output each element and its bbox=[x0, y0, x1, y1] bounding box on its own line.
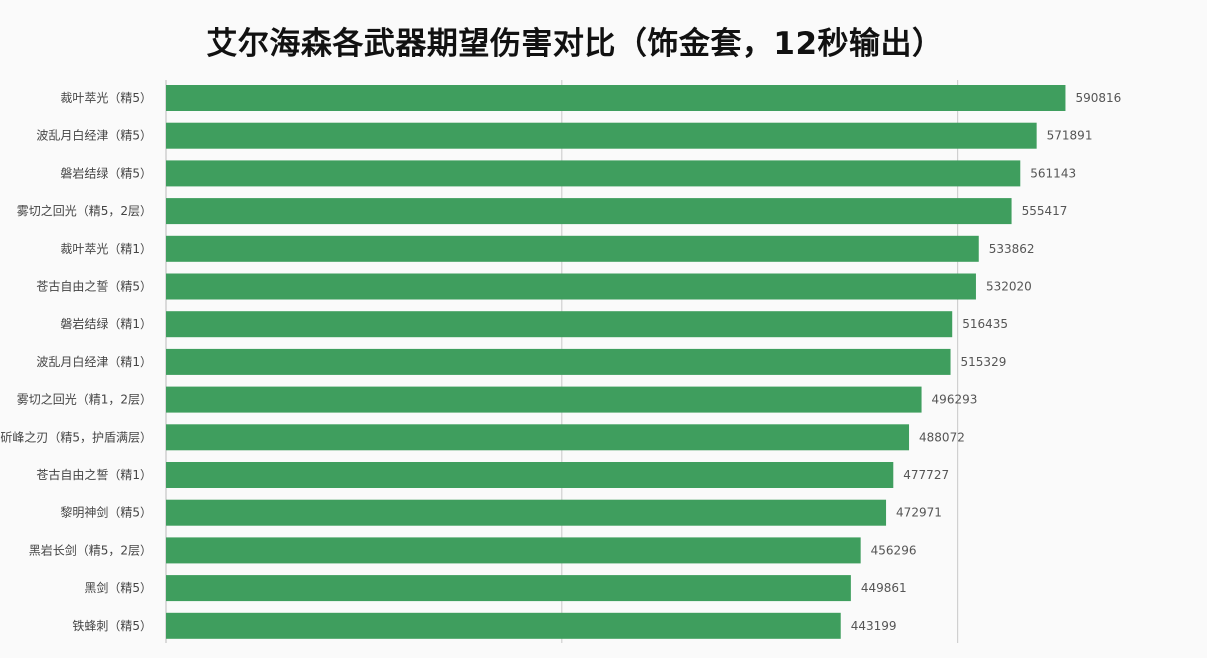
category-label: 黎明神剑（精5） bbox=[60, 505, 152, 520]
bar bbox=[166, 160, 1021, 187]
bar bbox=[166, 235, 979, 262]
value-label: 515329 bbox=[961, 355, 1007, 369]
value-label: 532020 bbox=[986, 280, 1032, 294]
bar bbox=[166, 575, 851, 602]
value-label: 472971 bbox=[896, 506, 942, 520]
bar bbox=[166, 273, 976, 300]
bar bbox=[166, 424, 910, 451]
value-label: 561143 bbox=[1030, 166, 1076, 180]
value-label: 571891 bbox=[1047, 129, 1093, 143]
value-label: 533862 bbox=[989, 242, 1035, 256]
value-label: 456296 bbox=[871, 543, 917, 557]
bar bbox=[166, 122, 1037, 149]
category-label: 裁叶萃光（精5） bbox=[60, 91, 152, 105]
bar bbox=[166, 537, 861, 564]
bar bbox=[166, 386, 922, 413]
value-label: 516435 bbox=[962, 317, 1008, 331]
bars bbox=[166, 85, 1066, 639]
category-label: 波乱月白经津（精5） bbox=[36, 128, 152, 143]
value-label: 555417 bbox=[1022, 204, 1068, 218]
value-label: 477727 bbox=[903, 468, 949, 482]
chart-title: 艾尔海森各武器期望伤害对比（饰金套，12秒输出） bbox=[206, 26, 944, 62]
value-label: 488072 bbox=[919, 430, 965, 444]
category-label: 苍古自由之誓（精5） bbox=[36, 279, 152, 294]
value-label: 449861 bbox=[861, 581, 907, 595]
category-label: 雾切之回光（精5，2层） bbox=[17, 204, 152, 218]
category-label: 斫峰之刃（精5，护盾满层） bbox=[0, 430, 152, 444]
category-label: 苍古自由之誓（精1） bbox=[36, 467, 152, 482]
category-label: 裁叶萃光（精1） bbox=[60, 242, 152, 256]
category-label: 黑岩长剑（精5，2层） bbox=[29, 542, 152, 557]
bar bbox=[166, 348, 951, 375]
category-label: 波乱月白经津（精1） bbox=[36, 354, 152, 369]
category-label: 磐岩结绿（精1） bbox=[60, 316, 152, 331]
bar bbox=[166, 462, 894, 488]
labels: 裁叶萃光（精5） 590816 波乱月白经津（精5） 571891 磐岩结绿（精5） 56… bbox=[0, 91, 1121, 633]
value-label: 496293 bbox=[932, 393, 978, 407]
bar bbox=[166, 85, 1066, 111]
category-label: 黑剑（精5） bbox=[84, 580, 152, 595]
bar bbox=[166, 499, 887, 526]
value-label: 590816 bbox=[1075, 91, 1121, 105]
category-label: 铁蜂刺（精5） bbox=[72, 619, 152, 633]
category-label: 磐岩结绿（精5） bbox=[60, 165, 152, 180]
bar bbox=[166, 311, 953, 338]
category-label: 雾切之回光（精1，2层） bbox=[17, 393, 152, 407]
bar bbox=[166, 198, 1012, 225]
bar bbox=[166, 612, 841, 639]
value-label: 443199 bbox=[851, 619, 897, 633]
